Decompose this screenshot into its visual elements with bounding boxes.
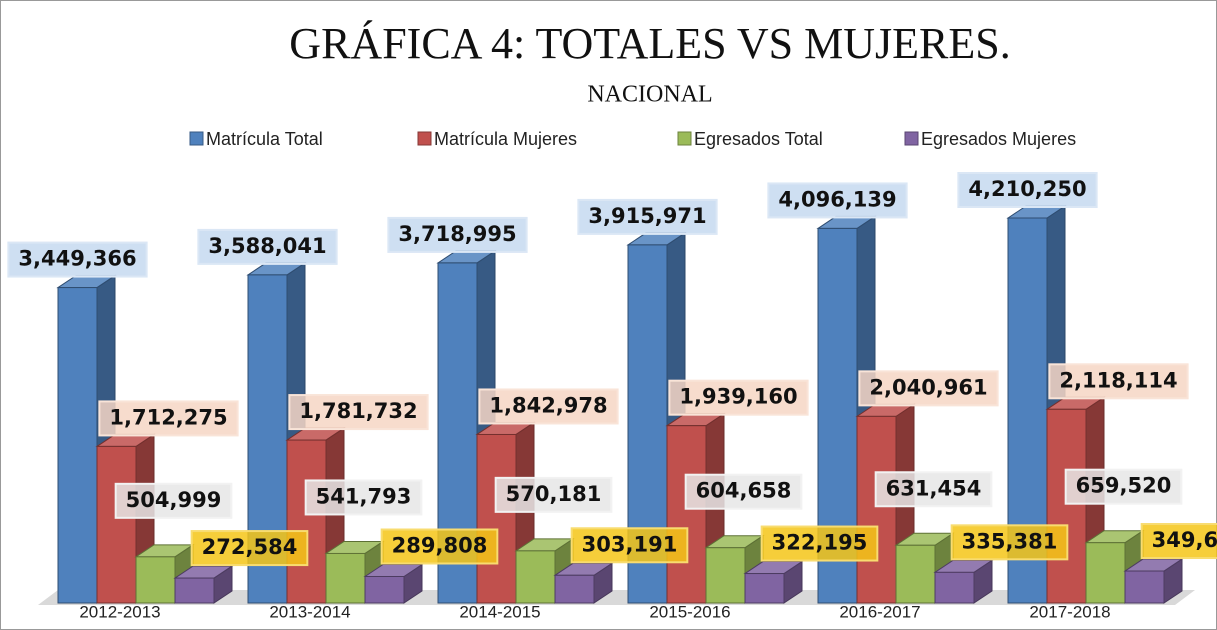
data-label-box [874, 471, 993, 508]
bar-front [934, 571, 975, 604]
bar-front [364, 575, 405, 604]
bar-front [705, 547, 746, 604]
data-label: 1,781,732 [299, 399, 417, 423]
bar [56, 274, 117, 604]
data-label-box [197, 228, 338, 265]
data-label-box [478, 388, 619, 425]
bar-front [135, 556, 176, 604]
bar-front [96, 445, 137, 604]
data-label: 289,808 [392, 533, 488, 557]
data-label-box [304, 479, 423, 516]
bar-front [1046, 408, 1087, 604]
data-label: 541,793 [316, 484, 412, 508]
bar-front [666, 425, 707, 604]
bar-front [856, 415, 897, 604]
data-label: 4,210,250 [968, 177, 1086, 201]
data-label: 3,588,041 [208, 234, 326, 258]
x-tick-label: 2015-2016 [649, 602, 730, 621]
legend-swatch [417, 131, 432, 146]
x-tick-label: 2017-2018 [1029, 602, 1110, 621]
data-label-box [7, 241, 148, 278]
bar-front [1085, 542, 1126, 604]
data-label: 2,118,114 [1059, 368, 1177, 392]
data-label-box [570, 527, 689, 564]
x-tick-label: 2014-2015 [459, 602, 540, 621]
data-label: 1,842,978 [489, 393, 607, 417]
data-label: 3,449,366 [18, 247, 136, 271]
data-label: 4,096,139 [778, 187, 896, 211]
data-label-box [760, 525, 879, 562]
data-label: 3,718,995 [398, 222, 516, 246]
data-label: 272,584 [202, 535, 298, 559]
data-label: 349,657 [1152, 528, 1217, 552]
data-label: 631,454 [886, 476, 982, 500]
legend-swatch [904, 131, 919, 146]
x-tick-label: 2013-2014 [269, 602, 350, 621]
data-label: 335,381 [962, 529, 1058, 553]
bar [1123, 558, 1184, 604]
bar-front [1124, 570, 1165, 604]
data-label: 3,915,971 [588, 204, 706, 228]
bar [933, 559, 994, 604]
data-label-box [950, 524, 1069, 561]
bar [553, 562, 614, 604]
legend-label: Egresados Mujeres [921, 129, 1076, 149]
bar-front [744, 573, 785, 604]
legend-label: Matrícula Total [206, 129, 323, 149]
bar [1045, 396, 1106, 604]
x-tick-label: 2012-2013 [79, 602, 160, 621]
data-label: 659,520 [1076, 474, 1172, 498]
chart-subtitle: NACIONAL [587, 82, 712, 108]
data-label: 303,191 [582, 532, 678, 556]
data-label-box [387, 216, 528, 253]
data-label-box [668, 379, 809, 416]
bar [363, 563, 424, 604]
bar [743, 560, 804, 604]
data-label-box [684, 473, 803, 510]
legend-label: Egresados Total [694, 129, 823, 149]
data-label-box [380, 528, 499, 565]
data-label: 322,195 [772, 531, 868, 555]
legend-swatch [677, 131, 692, 146]
bar-front [515, 550, 556, 604]
bar-front [895, 544, 936, 604]
chart-title: GRÁFICA 4: TOTALES VS MUJERES. [289, 19, 1010, 68]
bar-front [476, 433, 517, 604]
data-label-box [1064, 468, 1183, 505]
data-label: 2,040,961 [869, 375, 987, 399]
bar-front [57, 287, 98, 604]
data-label: 570,181 [506, 482, 602, 506]
data-label-box [577, 198, 718, 235]
data-label-box [288, 394, 429, 431]
bar [173, 565, 234, 604]
data-label: 604,658 [696, 479, 792, 503]
data-label-box [957, 172, 1098, 208]
data-label-box [1140, 523, 1217, 560]
data-label: 504,999 [126, 488, 222, 512]
data-label-box [190, 530, 309, 567]
x-tick-label: 2016-2017 [839, 602, 920, 621]
data-label: 1,712,275 [109, 405, 227, 429]
data-label-box [98, 400, 239, 437]
data-label-box [114, 482, 233, 519]
bar-front [325, 552, 366, 604]
data-label-box [858, 370, 999, 407]
legend-label: Matrícula Mujeres [434, 129, 577, 149]
data-label-box [1048, 363, 1189, 400]
data-label: 1,939,160 [679, 385, 797, 409]
data-label-box [494, 476, 613, 513]
bar-front [174, 577, 215, 604]
bar-front [286, 439, 327, 604]
data-label-box [767, 182, 908, 219]
bar-front [554, 574, 595, 604]
legend-swatch [189, 131, 204, 146]
